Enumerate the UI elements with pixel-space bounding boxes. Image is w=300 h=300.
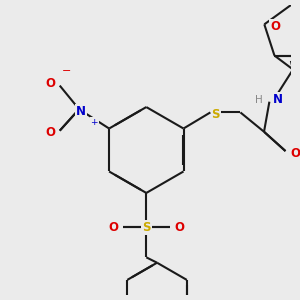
Text: N: N xyxy=(273,93,283,106)
Text: O: O xyxy=(108,221,118,234)
Text: O: O xyxy=(45,126,55,139)
Text: O: O xyxy=(290,147,300,160)
Text: −: − xyxy=(61,66,71,76)
Text: S: S xyxy=(212,108,220,121)
Text: O: O xyxy=(270,20,280,33)
Text: +: + xyxy=(90,118,98,127)
Text: S: S xyxy=(142,221,151,234)
Text: O: O xyxy=(45,77,55,90)
Text: N: N xyxy=(76,105,86,118)
Text: O: O xyxy=(175,221,184,234)
Text: H: H xyxy=(255,94,262,104)
